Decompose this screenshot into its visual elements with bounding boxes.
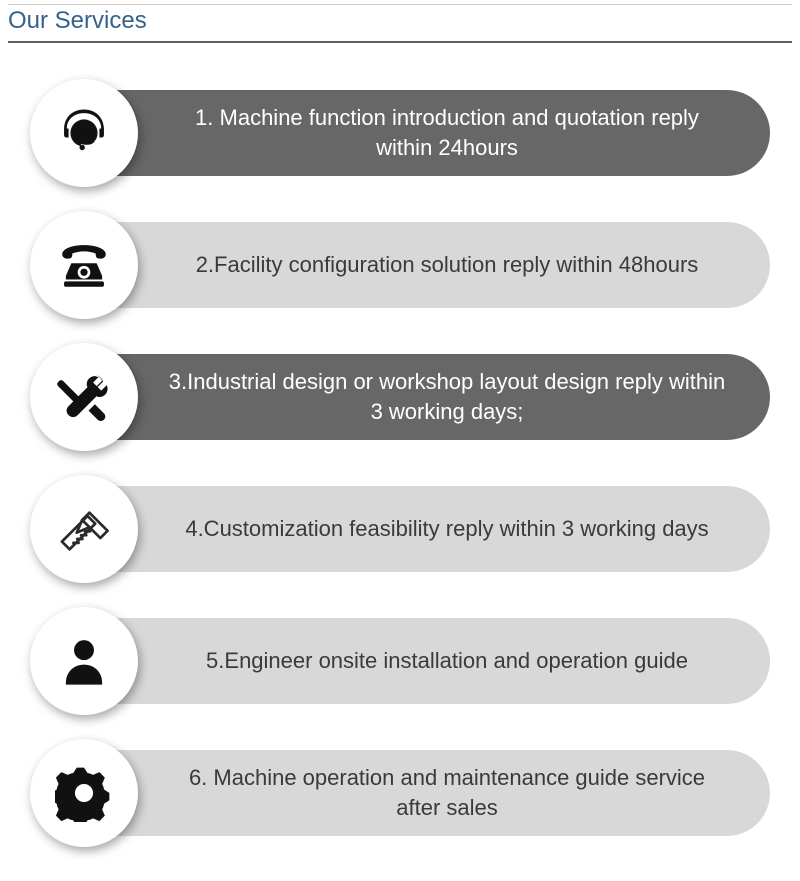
service-pill: 5.Engineer onsite installation and opera…: [84, 618, 770, 704]
service-pill: 4.Customization feasibility reply within…: [84, 486, 770, 572]
service-row: 1. Machine function introduction and quo…: [30, 79, 770, 187]
icon-circle: [30, 211, 138, 319]
icon-circle: [30, 343, 138, 451]
service-pill: 3.Industrial design or workshop layout d…: [84, 354, 770, 440]
service-pill: 6. Machine operation and maintenance gui…: [84, 750, 770, 836]
service-text: 6. Machine operation and maintenance gui…: [164, 763, 730, 822]
service-row: 3.Industrial design or workshop layout d…: [30, 343, 770, 451]
icon-circle: [30, 607, 138, 715]
title-underline: [8, 41, 792, 43]
service-text: 1. Machine function introduction and quo…: [164, 103, 730, 162]
icon-circle: [30, 79, 138, 187]
headset-icon: [55, 104, 113, 162]
person-icon: [55, 632, 113, 690]
service-pill: 1. Machine function introduction and quo…: [84, 90, 770, 176]
ruler-pencil-icon: [55, 500, 113, 558]
service-pill: 2.Facility configuration solution reply …: [84, 222, 770, 308]
service-row: 6. Machine operation and maintenance gui…: [30, 739, 770, 847]
tools-icon: [55, 368, 113, 426]
icon-circle: [30, 739, 138, 847]
phone-icon: [55, 236, 113, 294]
page-title: Our Services: [8, 4, 792, 35]
service-row: 5.Engineer onsite installation and opera…: [30, 607, 770, 715]
service-row: 2.Facility configuration solution reply …: [30, 211, 770, 319]
service-text: 5.Engineer onsite installation and opera…: [164, 646, 730, 676]
gear-icon: [55, 764, 113, 822]
service-row: 4.Customization feasibility reply within…: [30, 475, 770, 583]
service-text: 3.Industrial design or workshop layout d…: [164, 367, 730, 426]
services-list: 1. Machine function introduction and quo…: [0, 49, 800, 881]
icon-circle: [30, 475, 138, 583]
service-text: 2.Facility configuration solution reply …: [164, 250, 730, 280]
service-text: 4.Customization feasibility reply within…: [164, 514, 730, 544]
header: Our Services: [0, 0, 800, 49]
